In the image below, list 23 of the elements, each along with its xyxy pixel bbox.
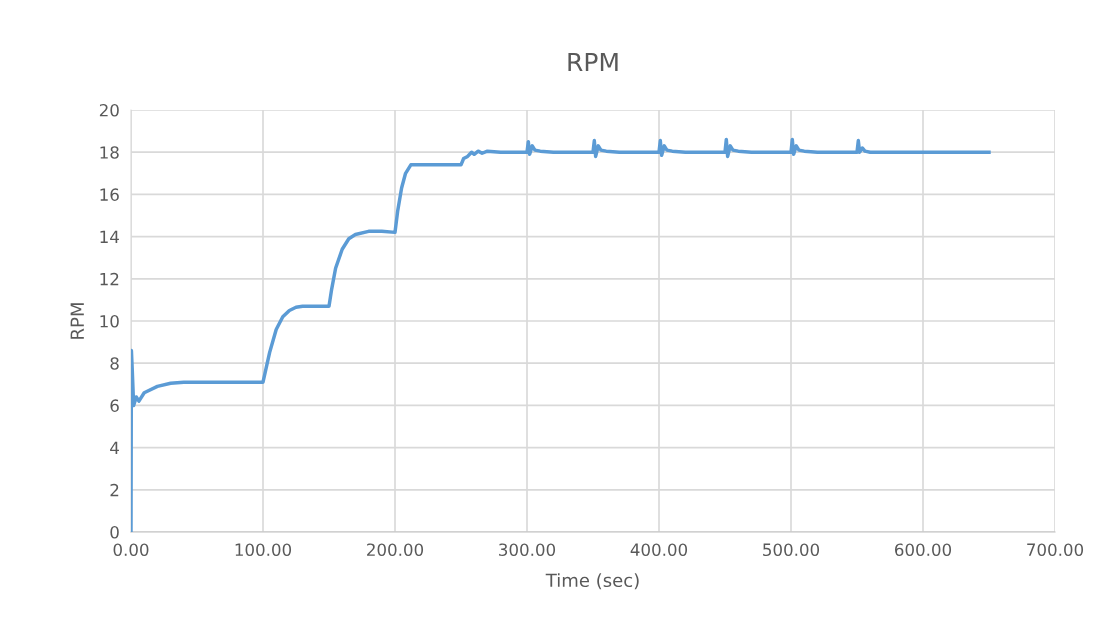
y-tick-label: 16 [100, 188, 119, 201]
y-axis-title: RPM [70, 303, 84, 339]
x-tick-label: 600.00 [895, 543, 952, 557]
y-tick-label: 8 [110, 357, 119, 370]
y-tick-label: 0 [110, 525, 119, 539]
x-tick-label: 0.00 [113, 543, 149, 557]
x-axis-title: Time (sec) [545, 573, 639, 590]
x-tick-label: 200.00 [367, 543, 424, 557]
x-tick-label: 400.00 [630, 543, 688, 557]
x-tick-label: 100.00 [235, 543, 292, 557]
chart-title: RPM [568, 52, 618, 72]
line-series [131, 137, 991, 532]
y-tick-label: 20 [99, 103, 119, 117]
y-tick-label: 18 [100, 146, 119, 159]
x-tick-label: 300.00 [499, 543, 556, 557]
y-tick-label: 10 [100, 314, 119, 328]
y-tick-label: 4 [110, 441, 119, 454]
y-tick-label: 6 [110, 399, 119, 412]
x-tick-label: 500.00 [763, 543, 820, 557]
y-tick-label: 12 [100, 272, 119, 286]
x-tick-label: 700.00 [1027, 543, 1084, 557]
y-tick-label: 2 [110, 483, 119, 497]
y-tick-label: 14 [100, 230, 119, 243]
